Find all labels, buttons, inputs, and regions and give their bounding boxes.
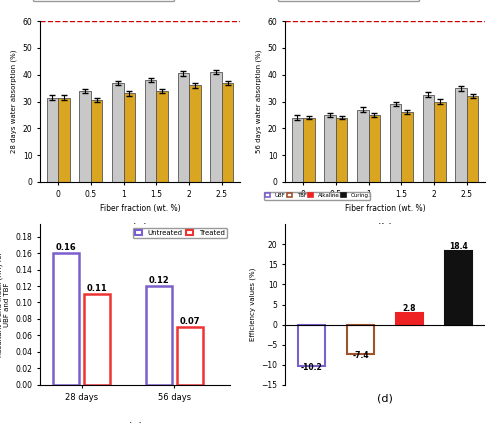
Bar: [177, 327, 203, 385]
Text: -10.2: -10.2: [301, 363, 322, 372]
Bar: [368, 115, 380, 182]
Text: (a): (a): [132, 222, 148, 232]
Text: -7.4: -7.4: [352, 352, 369, 360]
Bar: [53, 253, 79, 385]
Text: (c): (c): [128, 422, 142, 423]
X-axis label: Fiber fraction (wt. %): Fiber fraction (wt. %): [100, 204, 180, 213]
Bar: [347, 325, 374, 354]
Bar: [292, 118, 303, 182]
Text: 0.07: 0.07: [180, 317, 201, 326]
X-axis label: Fiber fraction (wt. %): Fiber fraction (wt. %): [344, 204, 426, 213]
Legend: Untreated-28 days, Treated-28 days: Untreated-28 days, Treated-28 days: [33, 0, 174, 1]
Bar: [146, 286, 172, 385]
Bar: [357, 110, 368, 182]
Text: 18.4: 18.4: [449, 242, 468, 251]
Legend: UBF, TBF, Alkaline, Curing: UBF, TBF, Alkaline, Curing: [264, 192, 370, 200]
Bar: [456, 88, 467, 182]
Bar: [324, 115, 336, 182]
Text: 0.12: 0.12: [148, 276, 169, 285]
Bar: [145, 80, 156, 182]
Bar: [298, 325, 325, 365]
Bar: [112, 83, 124, 182]
Bar: [467, 96, 478, 182]
Text: 0.16: 0.16: [56, 243, 76, 252]
Bar: [434, 102, 446, 182]
Y-axis label: 56 days water absorption (%): 56 days water absorption (%): [256, 50, 262, 153]
Text: 2.8: 2.8: [402, 305, 416, 313]
Bar: [303, 118, 314, 182]
Legend: Untreated-56 days, Treated-56 days: Untreated-56 days, Treated-56 days: [278, 0, 419, 1]
Bar: [402, 112, 413, 182]
Y-axis label: Efficiency values (%): Efficiency values (%): [250, 268, 256, 341]
Y-axis label: 28 days water absorption (%): 28 days water absorption (%): [10, 50, 17, 153]
Bar: [422, 95, 434, 182]
Bar: [210, 72, 222, 182]
Text: (b): (b): [377, 222, 393, 232]
Y-axis label: Resultant trend index (RTI) for
UBF and TBF: Resultant trend index (RTI) for UBF and …: [0, 252, 10, 357]
Bar: [156, 91, 168, 182]
Bar: [336, 118, 347, 182]
Bar: [178, 74, 189, 182]
Bar: [390, 104, 402, 182]
Bar: [445, 251, 471, 325]
Bar: [222, 83, 234, 182]
Bar: [124, 93, 135, 182]
Bar: [84, 294, 110, 385]
Bar: [91, 100, 102, 182]
Text: (d): (d): [377, 393, 393, 403]
Text: 0.11: 0.11: [87, 284, 108, 293]
Bar: [46, 98, 58, 182]
Bar: [80, 91, 91, 182]
Legend: Untreated, Treated: Untreated, Treated: [133, 228, 226, 238]
Bar: [58, 98, 70, 182]
Bar: [396, 313, 423, 325]
Bar: [189, 85, 200, 182]
